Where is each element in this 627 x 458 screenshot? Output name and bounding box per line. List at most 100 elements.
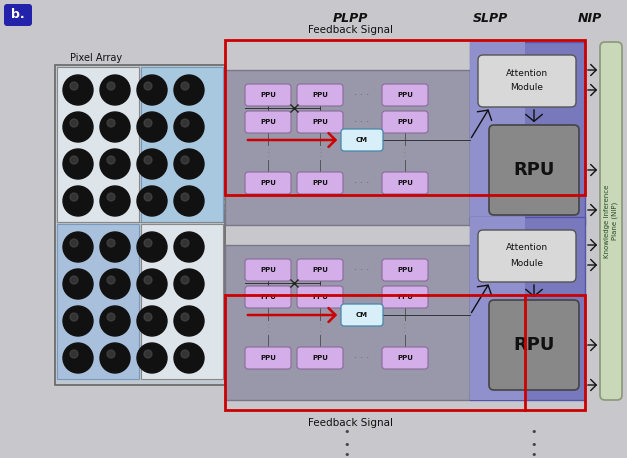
Bar xyxy=(470,42,585,225)
Text: PLPP: PLPP xyxy=(332,11,367,24)
Circle shape xyxy=(144,193,152,201)
Circle shape xyxy=(107,156,115,164)
Circle shape xyxy=(70,193,78,201)
Bar xyxy=(225,70,470,225)
Circle shape xyxy=(107,193,115,201)
FancyBboxPatch shape xyxy=(600,42,622,400)
Circle shape xyxy=(107,276,115,284)
Bar xyxy=(225,245,470,400)
Circle shape xyxy=(63,149,93,179)
Circle shape xyxy=(181,350,189,358)
Circle shape xyxy=(181,119,189,127)
Text: · · ·: · · · xyxy=(354,90,370,100)
Text: PPU: PPU xyxy=(260,180,276,186)
Circle shape xyxy=(107,350,115,358)
Circle shape xyxy=(144,119,152,127)
Circle shape xyxy=(70,156,78,164)
Circle shape xyxy=(63,269,93,299)
Text: PPU: PPU xyxy=(260,92,276,98)
FancyBboxPatch shape xyxy=(297,259,343,281)
FancyBboxPatch shape xyxy=(245,259,291,281)
Circle shape xyxy=(70,276,78,284)
Text: NIP: NIP xyxy=(578,11,602,24)
Bar xyxy=(225,40,585,195)
Text: PPU: PPU xyxy=(312,267,328,273)
FancyBboxPatch shape xyxy=(297,172,343,194)
Bar xyxy=(470,42,525,225)
Text: PPU: PPU xyxy=(397,294,413,300)
Text: Pixel Array: Pixel Array xyxy=(70,53,122,63)
Circle shape xyxy=(181,82,189,90)
Circle shape xyxy=(100,149,130,179)
Text: PPU: PPU xyxy=(397,92,413,98)
Text: ⋮: ⋮ xyxy=(263,148,273,158)
FancyBboxPatch shape xyxy=(382,286,428,308)
FancyBboxPatch shape xyxy=(245,111,291,133)
Circle shape xyxy=(107,119,115,127)
Circle shape xyxy=(174,269,204,299)
Text: b.: b. xyxy=(11,9,25,22)
Circle shape xyxy=(144,276,152,284)
Circle shape xyxy=(144,156,152,164)
Circle shape xyxy=(137,269,167,299)
Text: Knowledge Inference
Plane (NIP): Knowledge Inference Plane (NIP) xyxy=(604,184,618,258)
Circle shape xyxy=(137,232,167,262)
Bar xyxy=(57,224,139,379)
Circle shape xyxy=(137,186,167,216)
Circle shape xyxy=(137,75,167,105)
FancyBboxPatch shape xyxy=(489,300,579,390)
FancyBboxPatch shape xyxy=(382,111,428,133)
Circle shape xyxy=(70,119,78,127)
Text: CM: CM xyxy=(356,312,368,318)
Text: •: • xyxy=(530,450,537,458)
FancyBboxPatch shape xyxy=(245,84,291,106)
Text: PPU: PPU xyxy=(397,267,413,273)
Text: •: • xyxy=(344,440,350,450)
Text: PPU: PPU xyxy=(260,355,276,361)
Text: PPU: PPU xyxy=(260,267,276,273)
Text: ⋮: ⋮ xyxy=(315,148,325,158)
Circle shape xyxy=(63,232,93,262)
FancyBboxPatch shape xyxy=(297,111,343,133)
FancyBboxPatch shape xyxy=(297,84,343,106)
Circle shape xyxy=(70,350,78,358)
Circle shape xyxy=(100,186,130,216)
Circle shape xyxy=(63,112,93,142)
Circle shape xyxy=(144,313,152,321)
Text: PPU: PPU xyxy=(312,180,328,186)
Text: SLPP: SLPP xyxy=(472,11,508,24)
Text: RPU: RPU xyxy=(514,161,555,179)
Circle shape xyxy=(137,149,167,179)
Bar xyxy=(57,67,139,222)
Bar xyxy=(470,217,585,400)
FancyBboxPatch shape xyxy=(478,230,576,282)
Circle shape xyxy=(174,186,204,216)
FancyBboxPatch shape xyxy=(297,347,343,369)
Bar xyxy=(55,65,225,385)
Text: PPU: PPU xyxy=(312,355,328,361)
FancyBboxPatch shape xyxy=(382,84,428,106)
Text: · · ·: · · · xyxy=(354,117,370,127)
Text: PPU: PPU xyxy=(312,119,328,125)
Circle shape xyxy=(137,306,167,336)
Circle shape xyxy=(137,112,167,142)
FancyBboxPatch shape xyxy=(245,172,291,194)
Circle shape xyxy=(181,156,189,164)
Text: ⋮: ⋮ xyxy=(400,323,410,333)
Circle shape xyxy=(70,239,78,247)
Bar xyxy=(225,295,585,410)
Text: RPU: RPU xyxy=(514,336,555,354)
Circle shape xyxy=(100,306,130,336)
Bar xyxy=(141,224,223,379)
Circle shape xyxy=(100,269,130,299)
Circle shape xyxy=(181,239,189,247)
Text: CM: CM xyxy=(356,137,368,143)
FancyBboxPatch shape xyxy=(382,347,428,369)
FancyBboxPatch shape xyxy=(245,347,291,369)
Circle shape xyxy=(174,149,204,179)
Text: Module: Module xyxy=(510,83,544,93)
Text: ⋮: ⋮ xyxy=(315,323,325,333)
Text: •: • xyxy=(344,427,350,437)
Circle shape xyxy=(144,350,152,358)
Text: PPU: PPU xyxy=(260,294,276,300)
